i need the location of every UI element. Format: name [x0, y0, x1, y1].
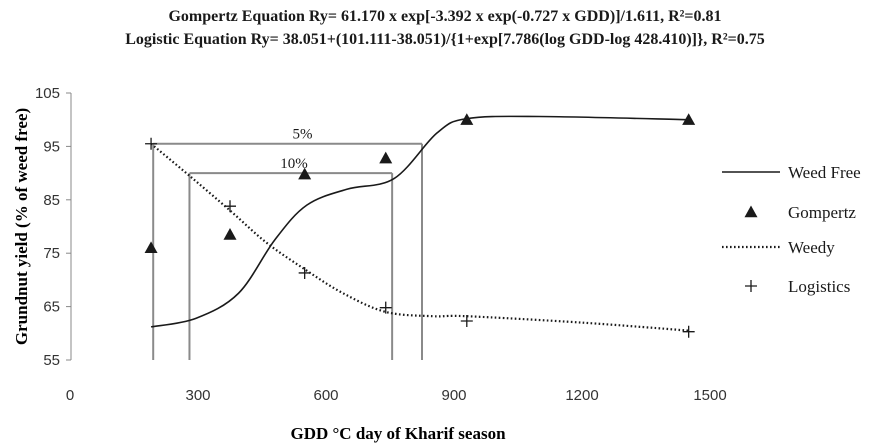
logistics-point [460, 315, 473, 328]
y-tick-label: 105 [35, 85, 60, 102]
x-tick-label: 600 [313, 387, 338, 404]
logistics-point [224, 200, 236, 213]
x-tick-label: 1500 [693, 387, 726, 404]
legend-label: Weed Free [788, 163, 861, 182]
chart-title-line-2: Logistic Equation Ry= 38.051+(101.111-38… [125, 31, 765, 48]
y-tick-label: 75 [43, 245, 60, 262]
threshold-annotations: 5% 10% [152, 127, 423, 360]
annotation-label: 5% [293, 127, 313, 143]
legend: Weed Free Gompertz Weedy Logistics [722, 163, 861, 296]
legend-swatch-logistics [745, 280, 757, 292]
y-tick-label: 85 [43, 192, 60, 209]
x-tick-label: 900 [441, 387, 466, 404]
gompertz-point [460, 113, 474, 125]
y-tick-label: 55 [43, 352, 60, 369]
gompertz-point [223, 228, 237, 240]
legend-label: Weedy [788, 238, 835, 257]
series-line-weed-free [150, 115, 689, 328]
x-axis-title: GDD °C day of Kharif season [290, 424, 506, 443]
logistics-point [298, 266, 311, 279]
gompertz-point [682, 113, 696, 125]
legend-label: Logistics [788, 277, 850, 296]
legend-swatch-gompertz [744, 205, 758, 218]
axes: 55 65 75 85 95 105 0 300 600 900 1200 1500 Grundnut … [12, 85, 727, 443]
x-tick-label: 0 [66, 387, 74, 404]
y-axis-title: Grundnut yield (% of weed free) [12, 108, 31, 345]
logistics-point [145, 137, 158, 150]
gompertz-point [144, 241, 158, 254]
x-tick-label: 300 [185, 387, 210, 404]
logistics-point [379, 301, 392, 314]
annotation-label: 10% [280, 156, 308, 172]
x-tick-label: 1200 [565, 387, 598, 404]
plot-area [144, 113, 696, 338]
gompertz-point [298, 167, 312, 180]
y-tick-label: 65 [43, 299, 60, 316]
gompertz-point [379, 151, 393, 164]
y-tick-label: 95 [43, 138, 60, 155]
logistics-point [682, 325, 695, 338]
chart-title-line-1: Gompertz Equation Ry= 61.170 x exp[-3.39… [168, 8, 722, 25]
legend-label: Gompertz [788, 203, 856, 222]
